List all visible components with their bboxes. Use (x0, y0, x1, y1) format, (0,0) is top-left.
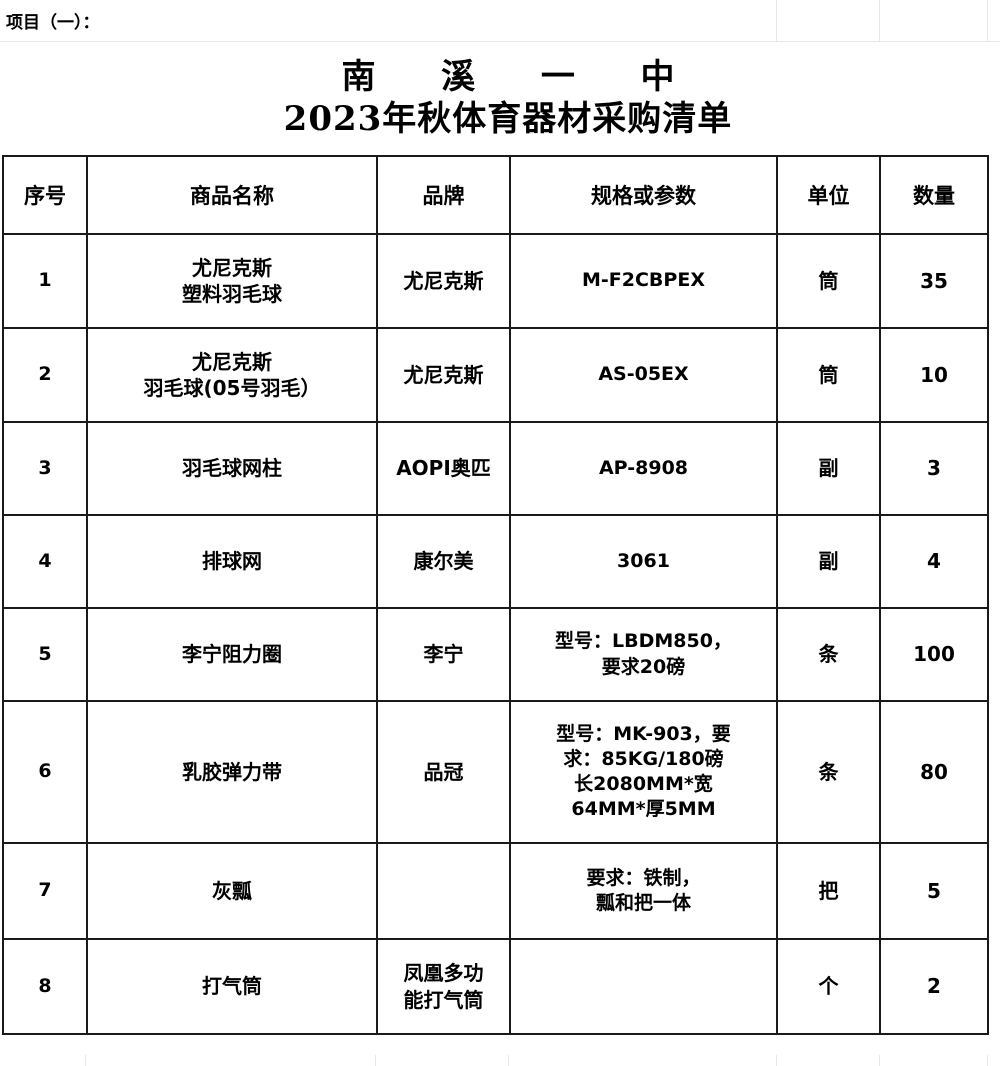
cell-unit: 副 (776, 421, 881, 516)
column-header-brand: 品牌 (376, 155, 511, 235)
cell-unit: 条 (776, 700, 881, 844)
cell-quantity: 80 (879, 700, 989, 844)
cell-quantity: 100 (879, 607, 989, 702)
table-row: 2 尤尼克斯 羽毛球(05号羽毛） 尤尼克斯 AS-05EX 筒 10 (2, 327, 989, 423)
cell-index: 3 (2, 421, 88, 516)
cell-brand: 尤尼克斯 (376, 233, 511, 329)
cell-quantity: 10 (879, 327, 989, 423)
cell-index: 6 (2, 700, 88, 844)
cell-brand: 康尔美 (376, 514, 511, 609)
school-name-title: 南 溪 一 中 (341, 56, 689, 97)
cell-product-name: 李宁阻力圈 (86, 607, 378, 702)
cell-brand: 品冠 (376, 700, 511, 844)
cell-quantity: 3 (879, 421, 989, 516)
cell-quantity: 5 (879, 842, 989, 940)
cell-spec: 要求：铁制， 瓢和把一体 (509, 842, 778, 940)
column-header-name: 商品名称 (86, 155, 378, 235)
cell-spec: 型号：MK-903，要 求：85KG/180磅 长2080MM*宽 64MM*厚5MM (509, 700, 778, 844)
project-label: 项目（一）： (6, 13, 100, 33)
document-title-block: 南 溪 一 中 2023年秋体育器材采购清单 (0, 41, 1000, 155)
equipment-purchase-table: 序号 商品名称 品牌 规格或参数 单位 数量 1 尤尼克斯 塑料羽毛球 尤尼克斯 M-F… (2, 155, 989, 1035)
cell-product-name: 乳胶弹力带 (86, 700, 378, 844)
table-row: 7 灰瓢 要求：铁制， 瓢和把一体把 5 (2, 842, 989, 940)
cell-quantity: 35 (879, 233, 989, 329)
column-header-index: 序号 (2, 155, 88, 235)
cell-unit: 个 (776, 938, 881, 1035)
cell-product-name: 羽毛球网柱 (86, 421, 378, 516)
cell-spec: 3061 (509, 514, 778, 609)
cell-index: 4 (2, 514, 88, 609)
cell-product-name: 灰瓢 (86, 842, 378, 940)
cell-brand: 凤凰多功 能打气筒 (376, 938, 511, 1035)
cell-index: 7 (2, 842, 88, 940)
table-row: 8 打气筒 凤凰多功 能打气筒 个 2 (2, 938, 989, 1035)
cell-index: 2 (2, 327, 88, 423)
table-body: 1 尤尼克斯 塑料羽毛球 尤尼克斯 M-F2CBPEX 筒 35 2 尤尼克斯 羽毛球(05号羽毛… (2, 233, 989, 1035)
cell-product-name: 排球网 (86, 514, 378, 609)
cell-index: 5 (2, 607, 88, 702)
cell-spec: AS-05EX (509, 327, 778, 423)
cell-brand: AOPI奥匹 (376, 421, 511, 516)
cell-product-name: 尤尼克斯 塑料羽毛球 (86, 233, 378, 329)
table-row: 5 李宁阻力圈 李宁 型号：LBDM850， 要求20磅条 100 (2, 607, 989, 702)
cell-index: 8 (2, 938, 88, 1035)
column-header-unit: 单位 (776, 155, 881, 235)
cell-unit: 筒 (776, 233, 881, 329)
cell-spec: 型号：LBDM850， 要求20磅 (509, 607, 778, 702)
table-row: 4 排球网 康尔美 3061 副 4 (2, 514, 989, 609)
cell-unit: 把 (776, 842, 881, 940)
document-subtitle: 2023年秋体育器材采购清单 (283, 99, 733, 139)
cell-spec: AP-8908 (509, 421, 778, 516)
cell-quantity: 4 (879, 514, 989, 609)
column-header-qty: 数量 (879, 155, 989, 235)
cell-index: 1 (2, 233, 88, 329)
cell-brand: 尤尼克斯 (376, 327, 511, 423)
cell-unit: 筒 (776, 327, 881, 423)
cell-brand (376, 842, 511, 940)
cell-unit: 副 (776, 514, 881, 609)
table-row: 6 乳胶弹力带 品冠 型号：MK-903，要 求：85KG/180磅 长2080MM*宽 6… (2, 700, 989, 844)
cell-unit: 条 (776, 607, 881, 702)
cell-brand: 李宁 (376, 607, 511, 702)
cell-spec (509, 938, 778, 1035)
cell-product-name: 尤尼克斯 羽毛球(05号羽毛） (86, 327, 378, 423)
cell-quantity: 2 (879, 938, 989, 1035)
table-row: 3 羽毛球网柱 AOPI奥匹 AP-8908 副 3 (2, 421, 989, 516)
column-header-spec: 规格或参数 (509, 155, 778, 235)
cell-spec: M-F2CBPEX (509, 233, 778, 329)
project-header-row: 项目（一）： (0, 0, 1000, 41)
cell-product-name: 打气筒 (86, 938, 378, 1035)
table-header-row: 序号 商品名称 品牌 规格或参数 单位 数量 (2, 155, 989, 235)
table-row: 1 尤尼克斯 塑料羽毛球 尤尼克斯 M-F2CBPEX 筒 35 (2, 233, 989, 329)
